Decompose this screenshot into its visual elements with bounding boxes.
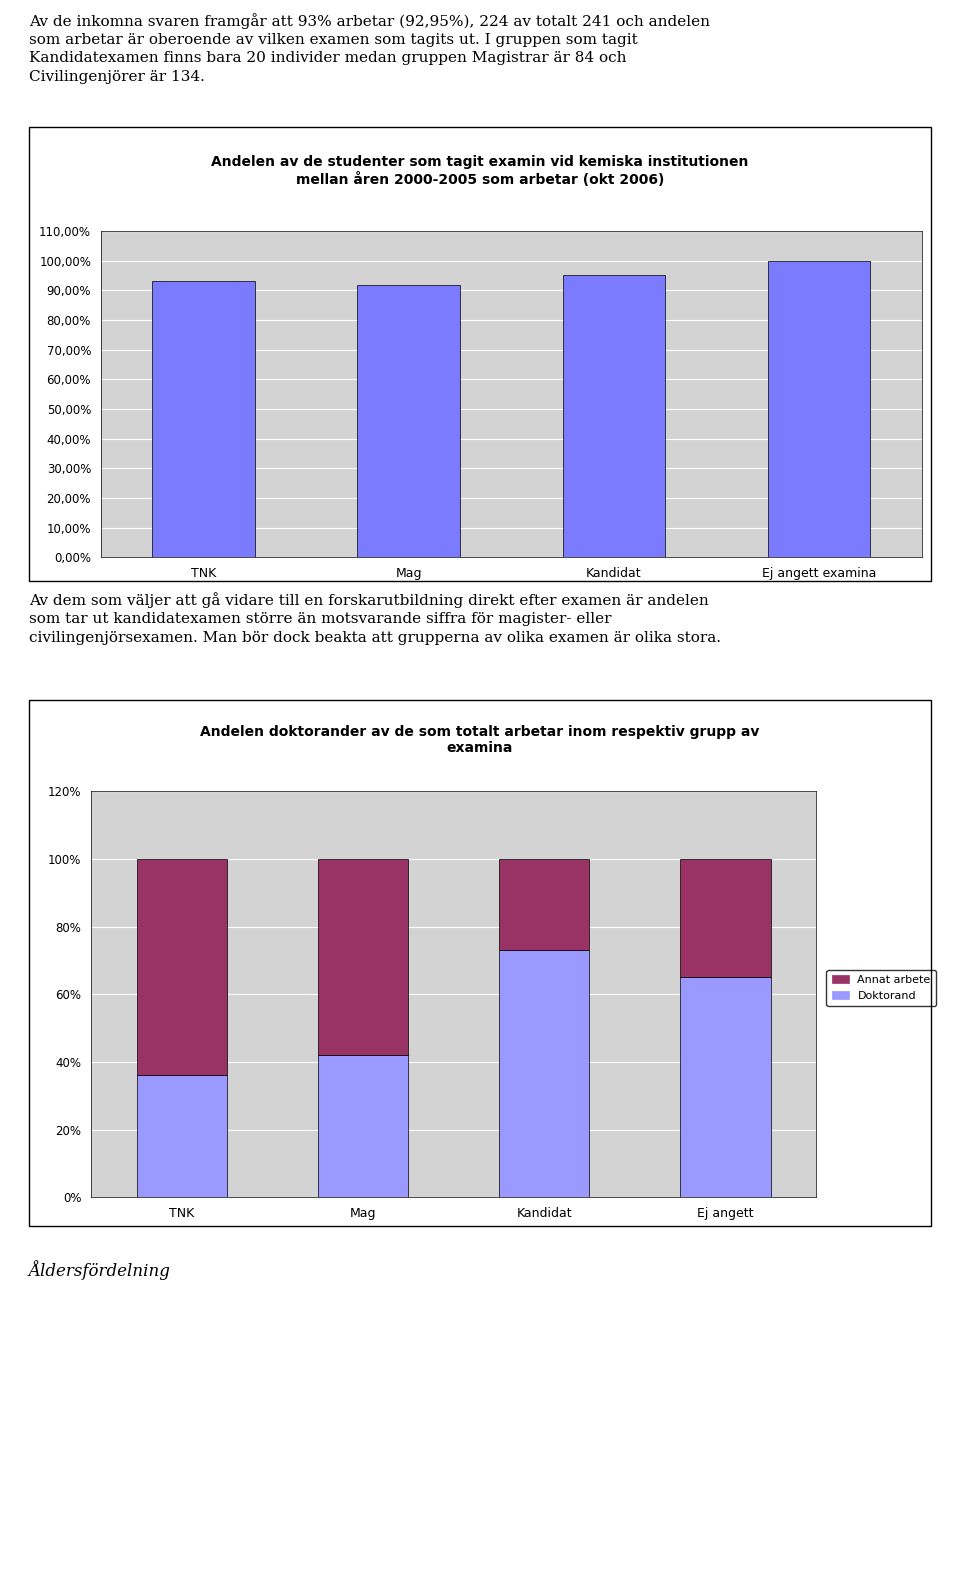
Text: Andelen doktorander av de som totalt arbetar inom respektiv grupp av
examina: Andelen doktorander av de som totalt arb… <box>201 726 759 755</box>
Bar <box>136 860 228 1076</box>
Bar <box>563 275 665 557</box>
Text: Åldersfördelning: Åldersfördelning <box>29 1259 171 1280</box>
Bar <box>680 860 771 977</box>
Bar <box>136 1076 228 1197</box>
Bar <box>357 285 460 557</box>
Bar <box>318 858 408 1055</box>
Text: Andelen av de studenter som tagit examin vid kemiska institutionen
mellan åren 2: Andelen av de studenter som tagit examin… <box>211 156 749 186</box>
Bar <box>318 1055 408 1197</box>
Bar <box>768 261 871 557</box>
Legend: Annat arbete, Doktorand: Annat arbete, Doktorand <box>827 970 936 1006</box>
Bar <box>680 977 771 1197</box>
Bar <box>152 282 254 557</box>
Text: Av dem som väljer att gå vidare till en forskarutbildning direkt efter examen är: Av dem som väljer att gå vidare till en … <box>29 592 721 645</box>
Text: Av de inkomna svaren framgår att 93% arbetar (92,95%), 224 av totalt 241 och and: Av de inkomna svaren framgår att 93% arb… <box>29 13 709 84</box>
Bar <box>499 950 589 1197</box>
Bar <box>499 860 589 950</box>
